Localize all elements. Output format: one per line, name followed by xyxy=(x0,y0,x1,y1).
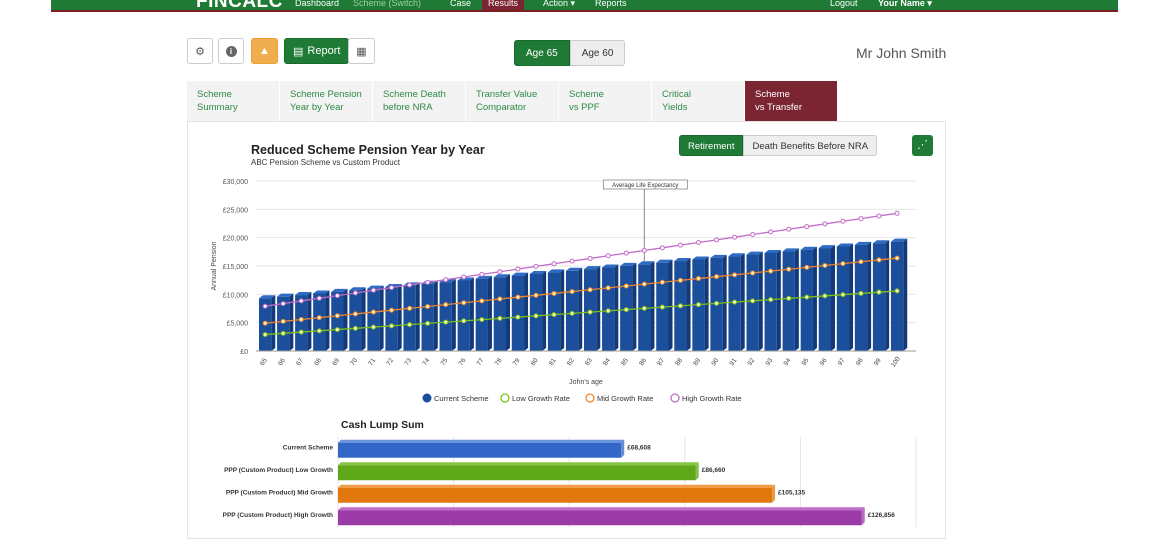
pdf-file-icon: ▤ xyxy=(293,45,304,58)
brand-logo[interactable]: FINCALC xyxy=(196,0,283,12)
report-label: Report xyxy=(307,45,341,57)
tab-scheme-vs-ppf[interactable]: Scheme vs PPF xyxy=(559,81,652,121)
nav-scheme-switch[interactable]: Scheme (Switch) xyxy=(353,0,422,8)
age-65-option[interactable]: Age 65 xyxy=(514,40,570,66)
nav-user-menu[interactable]: Your Name ▾ xyxy=(878,0,932,8)
calculator-icon: ▦ xyxy=(356,45,367,58)
nav-reports[interactable]: Reports xyxy=(595,0,627,8)
gear-icon: ⚙ xyxy=(195,45,205,58)
nav-logout[interactable]: Logout xyxy=(830,0,858,8)
tab-transfer-value-comparator[interactable]: Transfer Value Comparator xyxy=(466,81,559,121)
age-60-option[interactable]: Age 60 xyxy=(569,40,626,66)
tab-scheme-vs-transfer[interactable]: Scheme vs Transfer xyxy=(745,81,838,121)
client-name: Mr John Smith xyxy=(856,45,947,61)
top-navbar: FINCALC Dashboard Scheme (Switch) Case R… xyxy=(51,0,1118,12)
calculator-button[interactable]: ▦ xyxy=(348,38,375,64)
age-toggle: Age 65 Age 60 xyxy=(514,40,626,66)
nav-dashboard[interactable]: Dashboard xyxy=(295,0,340,8)
tab-scheme-summary[interactable]: Scheme Summary xyxy=(187,81,280,121)
tab-scheme-pension-year-by-year[interactable]: Scheme Pension Year by Year xyxy=(280,81,373,121)
death-benefits-option[interactable]: Death Benefits Before NRA xyxy=(743,135,878,156)
share-icon: ⋰ xyxy=(917,139,928,151)
settings-button[interactable]: ⚙ xyxy=(187,38,213,64)
chart-options-button[interactable]: ⋰ xyxy=(912,135,933,156)
warning-button[interactable]: ▲ xyxy=(251,38,278,64)
report-button[interactable]: ▤ Report xyxy=(284,38,350,64)
results-panel xyxy=(187,121,946,539)
chart-subtitle: ABC Pension Scheme vs Custom Product xyxy=(251,158,400,167)
results-tabs: Scheme Summary Scheme Pension Year by Year… xyxy=(187,81,838,121)
info-icon: i xyxy=(225,45,237,57)
info-button[interactable]: i xyxy=(218,38,244,64)
nav-case[interactable]: Case xyxy=(450,0,472,8)
nav-results[interactable]: Results xyxy=(482,0,525,10)
tab-critical-yields[interactable]: Critical Yields xyxy=(652,81,745,121)
retirement-option[interactable]: Retirement xyxy=(679,135,744,156)
chart-mode-toggle: Retirement Death Benefits Before NRA xyxy=(679,135,878,156)
tab-scheme-death-before-nra[interactable]: Scheme Death before NRA xyxy=(373,81,466,121)
warning-icon: ▲ xyxy=(259,45,270,57)
chart-title: Reduced Scheme Pension Year by Year xyxy=(251,143,485,157)
nav-action[interactable]: Action ▾ xyxy=(543,0,576,8)
